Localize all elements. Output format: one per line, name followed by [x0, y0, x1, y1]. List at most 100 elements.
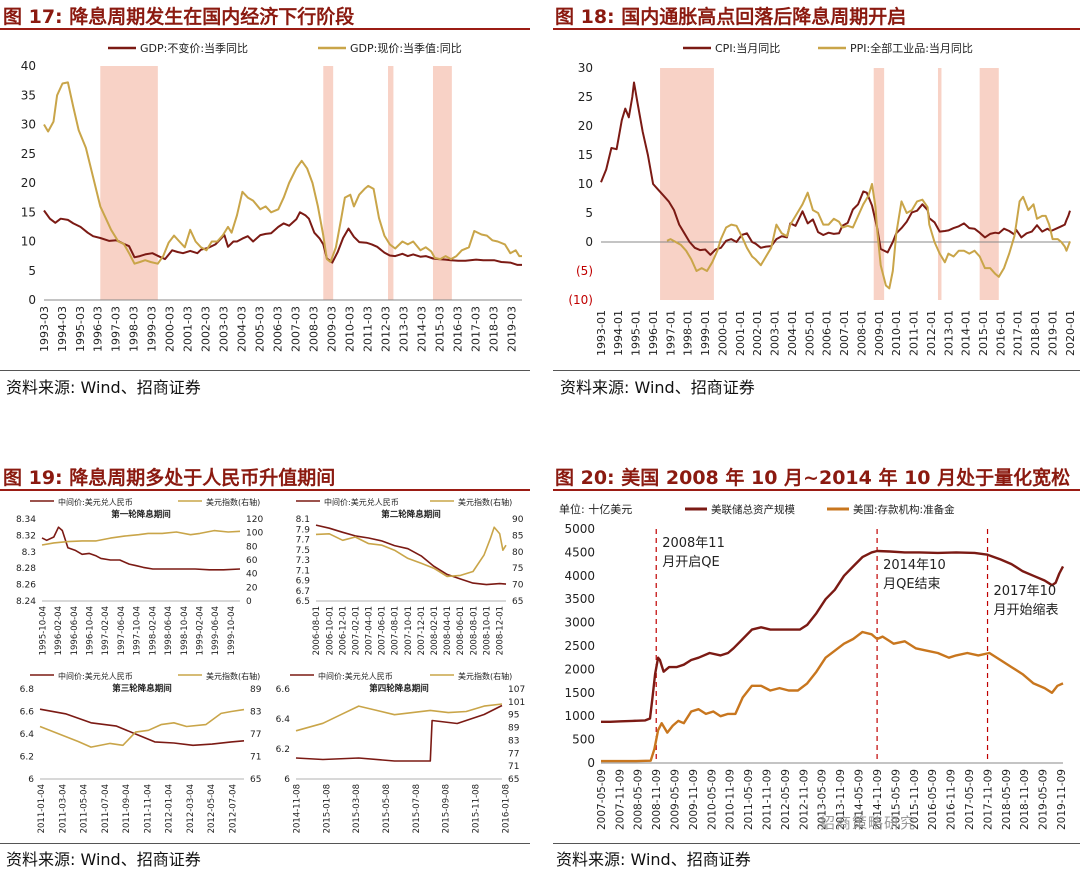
y-tick-label: 7.5: [296, 546, 310, 556]
y-tick-label: 8.24: [16, 597, 36, 607]
fig17-source-rule: [0, 370, 530, 371]
x-tick-label: 2008-02-01: [430, 606, 440, 655]
x-tick-label: 2009-01: [873, 310, 886, 356]
x-tick-label: 2006-10-01: [325, 606, 335, 655]
x-tick-label: 2007-01: [838, 310, 851, 356]
x-tick-label: 2012-11-09: [798, 769, 810, 830]
y-tick-label: 2500: [564, 639, 595, 653]
x-tick-label: 2015-03: [433, 306, 446, 352]
x-tick-label: 2001-03: [182, 306, 195, 352]
y-tick-label: 7.7: [296, 536, 310, 546]
y-tick-label: 8.1: [296, 515, 310, 525]
x-tick-label: 1997-02-04: [101, 606, 111, 655]
x-tick-label: 1996-03: [92, 306, 105, 352]
fig19-chart: 中间价:美元兑人民币 美元指数(右轴)第一轮降息期间8.248.268.288.3…: [16, 497, 525, 833]
y-tick-label: 6.4: [20, 730, 35, 740]
y-tick-label: 5: [585, 206, 593, 220]
series-line-1: [43, 209, 522, 266]
y-tick-label: 10: [578, 177, 593, 191]
y-tick-label: 6: [28, 775, 34, 785]
y2-tick-label: 71: [508, 762, 519, 772]
subplot-title: 第三轮降息期间: [112, 683, 172, 694]
x-tick-label: 2011-07-04: [101, 784, 111, 833]
x-tick-label: 2018-05-09: [1001, 769, 1013, 830]
unit-label: 单位: 十亿美元: [559, 502, 632, 516]
y-tick-label: 10: [21, 235, 36, 249]
series-line-1: [295, 704, 503, 762]
x-tick-label: 2015-03-08: [352, 784, 362, 833]
y-tick-label: 5000: [564, 522, 595, 536]
y2-tick-label: 90: [512, 515, 524, 525]
subplot-title: 第二轮降息期间: [381, 509, 441, 520]
y2-tick-label: 120: [246, 515, 263, 525]
fig17-title-rule: [0, 28, 530, 30]
x-tick-label: 2010-11-09: [725, 769, 737, 830]
y2-tick-label: 95: [508, 711, 519, 721]
y-tick-label: 6.6: [20, 708, 35, 718]
y-tick-label: 8.32: [16, 531, 36, 541]
x-tick-label: 2007-06-01: [378, 606, 388, 655]
series-line-1: [39, 708, 245, 747]
x-tick-label: 2008-05-09: [633, 769, 645, 830]
y2-tick-label: 83: [250, 708, 261, 718]
x-tick-label: 2011-01: [908, 310, 921, 356]
y-tick-label: 3000: [564, 616, 595, 630]
x-tick-label: 2007-05-09: [596, 769, 608, 830]
watermark-text: 招商策略研究: [820, 814, 917, 832]
legend-label-1: GDP:不变价:当季同比: [140, 41, 248, 55]
y-tick-label: 8.26: [16, 581, 36, 591]
x-tick-label: 2006-03: [272, 306, 285, 352]
x-tick-label: 2008-12-01: [495, 606, 505, 655]
y2-tick-label: 107: [508, 685, 525, 695]
legend-label-1: 中间价:美元兑人民币: [318, 671, 393, 681]
x-tick-label: 2011-05-04: [80, 784, 90, 833]
y2-tick-label: 80: [246, 542, 258, 552]
x-tick-label: 2008-03: [308, 306, 321, 352]
x-tick-label: 2012-01: [925, 310, 938, 356]
y-tick-label: 8.34: [16, 515, 36, 525]
x-tick-label: 1995-10-04: [38, 606, 48, 655]
x-tick-label: 2003-01: [769, 310, 782, 356]
y-tick-label: 40: [21, 59, 36, 73]
y2-tick-label: 20: [246, 583, 258, 593]
x-tick-label: 2007-02-01: [352, 606, 362, 655]
fig18-title: 图 18: 国内通胀高点回落后降息周期开启: [555, 6, 907, 28]
x-tick-label: 2006-08-01: [312, 606, 322, 655]
x-tick-label: 1999-03: [146, 306, 159, 352]
cut-period-shade: [323, 66, 334, 300]
x-tick-label: 2016-01: [994, 310, 1007, 356]
x-tick-label: 1993-03: [38, 306, 51, 352]
series-line-2: [601, 630, 1064, 763]
x-tick-label: 2014-01: [960, 310, 973, 356]
legend-label-1: CPI:当月同比: [715, 41, 780, 55]
y-tick-label: 5: [28, 264, 36, 278]
x-tick-label: 2015-09-08: [442, 784, 452, 833]
legend-label-1: 中间价:美元兑人民币: [58, 497, 133, 507]
fig18-source: 资料来源: Wind、招商证券: [560, 378, 755, 397]
x-tick-label: 2019-11-09: [1056, 769, 1068, 830]
x-tick-label: 2015-01-08: [322, 784, 332, 833]
x-tick-label: 1998-06-04: [164, 606, 174, 655]
y2-tick-label: 89: [508, 724, 520, 734]
x-tick-label: 2005-01: [803, 310, 816, 356]
y2-tick-label: 65: [512, 597, 523, 607]
fig20-chart: 单位: 十亿美元 美联储总资产规模 美国:存款机构:准备金 0 500 1000 1500 2…: [559, 502, 1068, 830]
subplot-title: 第一轮降息期间: [111, 509, 171, 520]
cut-period-shade: [432, 66, 452, 300]
x-tick-label: 2009-05-09: [670, 769, 682, 830]
y-tick-label: 25: [21, 147, 36, 161]
series-line-1: [41, 526, 241, 571]
x-tick-label: 1997-03: [110, 306, 123, 352]
annotation-text: 月开启QE: [662, 555, 719, 570]
x-tick-label: 2001-01: [734, 310, 747, 356]
x-tick-label: 2011-03-04: [58, 784, 68, 833]
x-tick-label: 2000-01: [716, 310, 729, 356]
x-tick-label: 2012-05-04: [207, 784, 217, 833]
y-tick-label: 6.4: [276, 715, 291, 725]
y-tick-label: 30: [21, 118, 36, 132]
cut-period-shade: [388, 66, 394, 300]
x-tick-label: 2010-05-09: [706, 769, 718, 830]
y2-tick-label: 65: [250, 775, 261, 785]
x-tick-label: 2007-08-01: [391, 606, 401, 655]
x-tick-label: 2006-01: [821, 310, 834, 356]
